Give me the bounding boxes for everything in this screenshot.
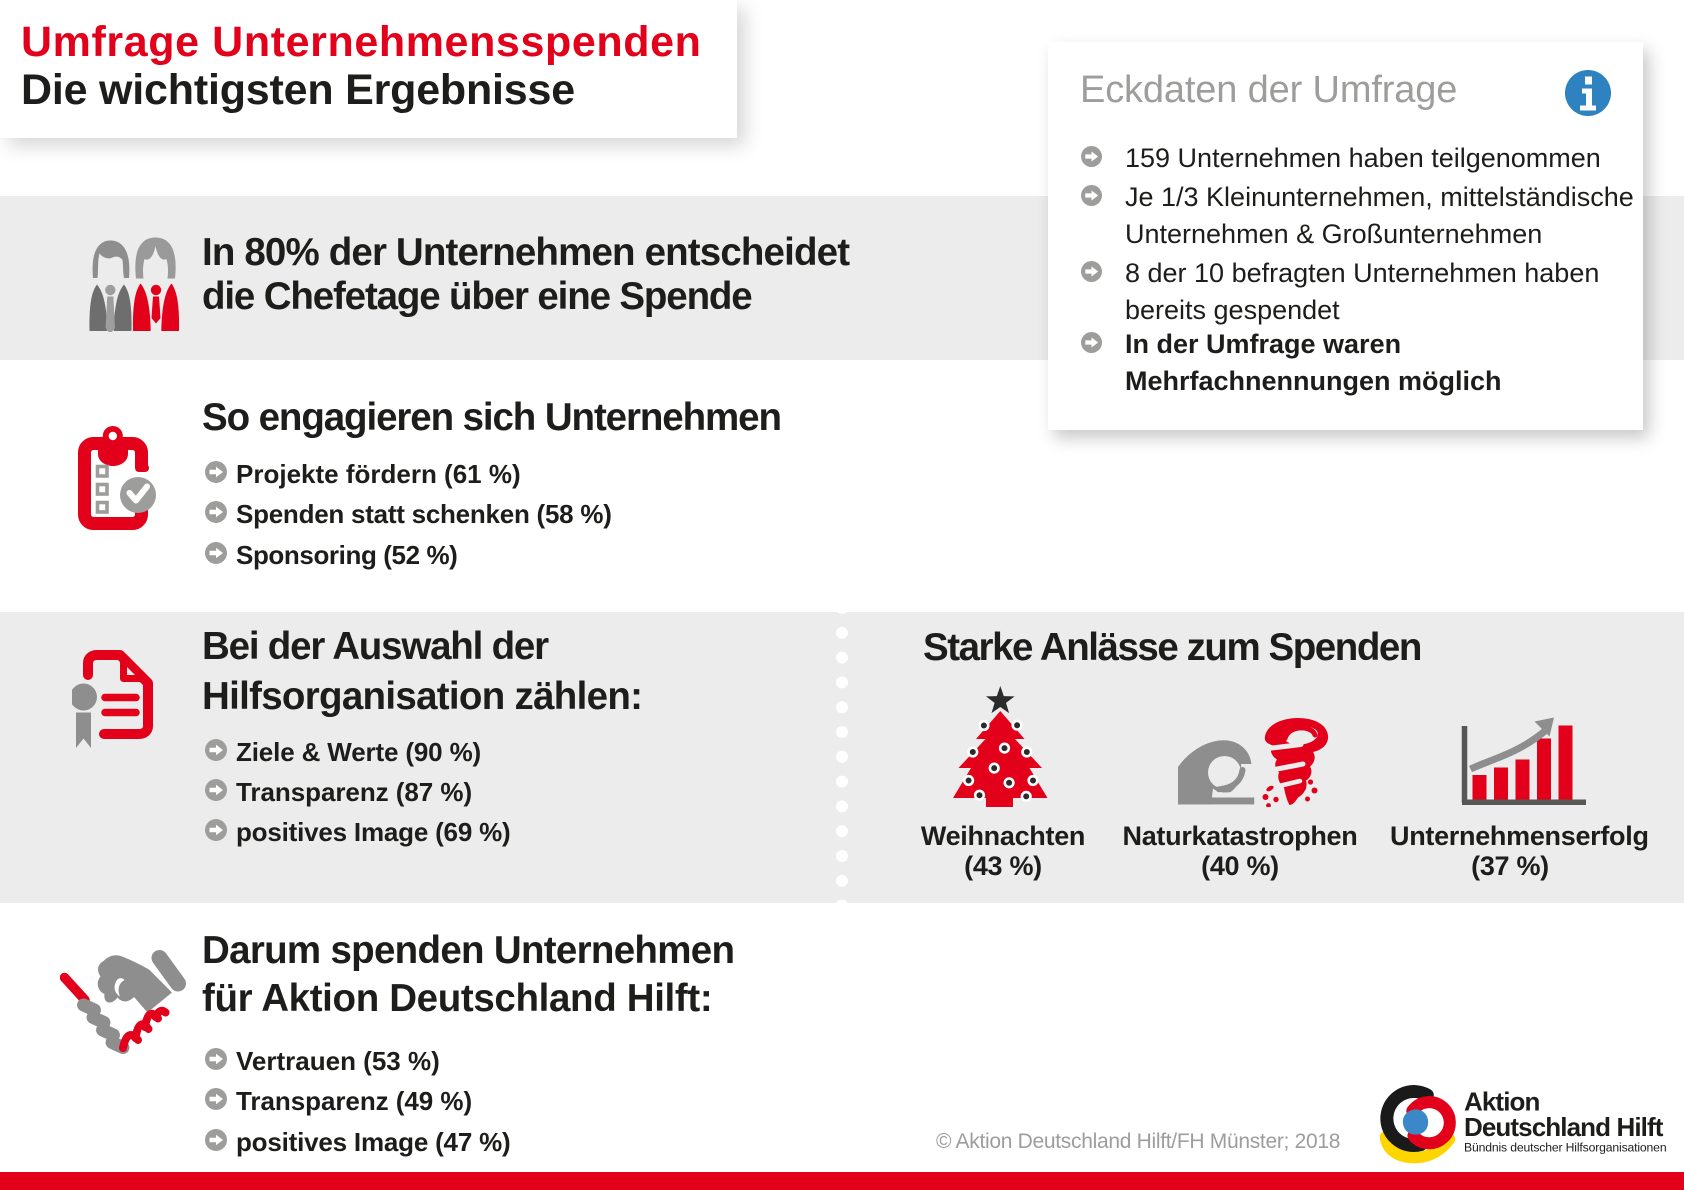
svg-text:Deutschland Hilft: Deutschland Hilft — [1464, 1112, 1664, 1142]
svg-text:Aktion: Aktion — [1464, 1087, 1540, 1117]
svg-text:Bündnis deutscher Hilfsorganis: Bündnis deutscher Hilfsorganisationen — [1464, 1141, 1666, 1155]
